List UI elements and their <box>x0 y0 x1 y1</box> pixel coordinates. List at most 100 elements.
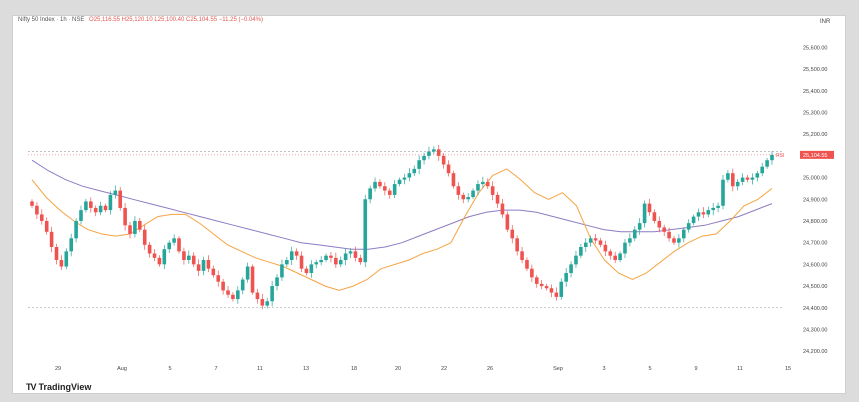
candle <box>260 293 265 310</box>
candle-body <box>647 203 652 213</box>
candle <box>103 203 108 213</box>
candle <box>368 185 372 204</box>
candle-body <box>662 227 666 232</box>
candle <box>187 250 191 264</box>
candle <box>84 198 88 213</box>
candle-body <box>378 181 382 187</box>
candle <box>436 144 441 161</box>
candle <box>515 235 519 256</box>
candlestick-series <box>30 144 774 310</box>
x-tick-label: 9 <box>694 366 697 372</box>
moving-average-fast <box>31 168 773 291</box>
candle-body <box>618 253 622 261</box>
candle <box>319 256 323 266</box>
candle <box>245 262 250 283</box>
candle-body <box>392 184 397 195</box>
candle <box>583 238 588 252</box>
candle-body <box>152 253 157 258</box>
candle-body <box>701 212 706 215</box>
candle <box>412 165 417 177</box>
x-tick-label: 20 <box>395 366 401 372</box>
candle <box>255 288 260 304</box>
candle-body <box>167 242 172 250</box>
candle <box>118 187 123 211</box>
candle-body <box>338 260 343 265</box>
candle-body <box>681 229 686 239</box>
candle-body <box>358 257 363 263</box>
candle-body <box>436 149 441 156</box>
candle <box>706 206 711 218</box>
current-price-tag: 25,104.55 RSI <box>776 150 834 159</box>
candle-body <box>735 181 740 187</box>
candle-body <box>652 212 657 221</box>
y-tick-label: 25,300.00 <box>803 110 827 116</box>
candle <box>353 246 358 262</box>
candle-body <box>760 166 764 174</box>
candle-body <box>343 253 348 261</box>
candle-body <box>118 190 123 208</box>
candle <box>417 155 421 175</box>
candle <box>667 227 671 242</box>
candle <box>456 182 461 200</box>
candle <box>221 278 225 295</box>
candle <box>44 217 49 235</box>
candle <box>59 255 64 270</box>
candle <box>691 214 696 226</box>
candle <box>383 182 387 196</box>
candle-body <box>441 155 446 165</box>
candle-body <box>250 266 255 293</box>
candle-body <box>309 264 314 274</box>
candle <box>324 253 328 263</box>
candle <box>387 188 392 199</box>
candle-body <box>515 238 519 252</box>
candle-body <box>476 184 480 191</box>
candle-body <box>745 177 750 180</box>
candle-body <box>30 201 34 206</box>
candle <box>726 170 730 183</box>
candle <box>530 264 534 283</box>
candle <box>30 199 34 208</box>
candle-body <box>226 290 230 295</box>
x-tick-label: 18 <box>351 366 357 372</box>
candle <box>681 227 686 243</box>
candle <box>657 216 662 233</box>
candle <box>534 274 539 288</box>
candle-body <box>603 244 608 252</box>
tradingview-logo[interactable]: TV TradingView <box>26 382 91 392</box>
candle-body <box>201 260 206 271</box>
candle-body <box>265 301 270 306</box>
x-tick-label: 5 <box>168 366 171 372</box>
candle <box>93 205 98 217</box>
candle <box>378 179 382 189</box>
candle-body <box>64 251 69 267</box>
candle-body <box>432 149 436 152</box>
candle-body <box>363 199 368 263</box>
candle-body <box>187 255 191 261</box>
candle-body <box>299 255 304 269</box>
y-axis: 24,200.00 24,300.00 24,400.00 24,500.00 24,6… <box>803 45 827 355</box>
candle-body <box>770 154 774 161</box>
candle-body <box>691 216 696 224</box>
candle-body <box>554 292 559 297</box>
candle-body <box>69 238 74 252</box>
candle <box>270 281 274 307</box>
candle <box>554 287 559 301</box>
candle <box>735 179 740 191</box>
candle-body <box>147 244 152 254</box>
candle-body <box>765 160 769 167</box>
x-tick-label: 5 <box>648 366 651 372</box>
candle-body <box>485 181 490 187</box>
currency-label: INR <box>820 19 831 25</box>
candle <box>147 242 152 258</box>
tradingview-logo-text: TradingView <box>38 382 92 392</box>
candle-body <box>108 194 113 211</box>
candle-body <box>142 229 147 245</box>
candle <box>40 209 44 225</box>
x-tick-label: 26 <box>487 366 493 372</box>
candle <box>505 211 510 233</box>
y-tick-label: 25,000.00 <box>803 176 827 182</box>
candle-body <box>628 238 632 243</box>
candle <box>157 255 162 267</box>
candle-body <box>755 173 760 178</box>
